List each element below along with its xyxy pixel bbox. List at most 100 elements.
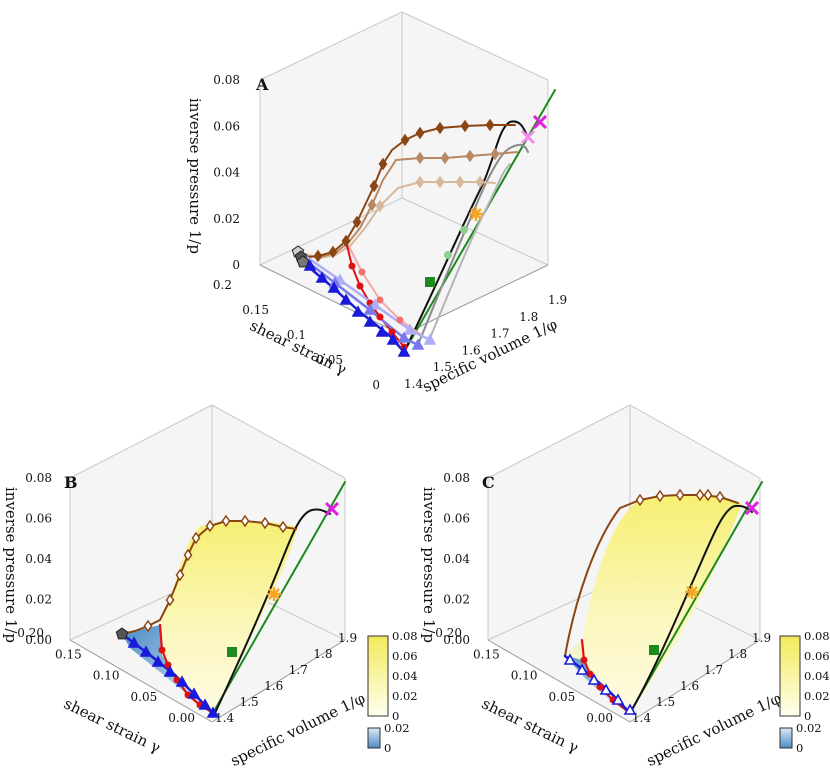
pentagon-marker [115,627,129,640]
brown-lighter-diamond-marker [415,175,425,189]
brown-lighter-diamond-marker [435,175,445,189]
panel-c-x-ticks: 1.4 1.5 1.6 1.7 1.8 1.9 [632,631,771,725]
colorbar-tick-label: 0 [392,709,399,723]
colorbar-tick-label: 0.06 [392,649,418,663]
y-tick-label: 0.05 [131,690,158,704]
y-tick-label: 0.15 [473,647,500,661]
colorbar-yellow [367,635,389,717]
y-tick-label: 0.05 [549,690,576,704]
panel-a-z-ticks: 0 0.02 0.04 0.06 0.08 [213,73,240,272]
brown-light-diamond-marker [465,149,475,163]
colorbar-tick-label: 0.04 [804,669,830,683]
y-tick-label: 0.00 [586,711,613,725]
panel-a-box [259,11,549,336]
brown-diamond-marker [328,245,338,259]
y-tick-label: 0 [372,378,380,392]
x-tick-label: 1.6 [264,679,283,693]
blue-triangle-marker [363,315,377,327]
brown-diamond-marker [485,118,495,132]
colorbar-tick-label: 0.04 [392,669,418,683]
brown-open-diamond-marker [260,516,270,530]
red-circle-marker [376,313,384,321]
colorbar-tick-label: 0.08 [392,629,418,643]
brown-light-diamond-marker [415,151,425,165]
x-tick-label: 1.8 [728,647,747,661]
red-circle-marker [356,282,364,290]
blue-lighter-triangle-marker [423,333,437,345]
brown-open-diamond-marker [675,488,685,502]
panel-a: A 00.020.040.060.08 00.050.10.150.2 1.41… [186,11,567,396]
brown-diamond-marker [369,179,379,193]
red-light-circle-marker [358,268,366,276]
x-tick-label: 1.4 [632,711,651,725]
magenta-light-cross-marker [520,129,536,145]
y-tick-label: 0.20 [17,626,44,640]
colorbar-tick-label: 0.02 [384,721,410,735]
panel-c: C 0.000.020.040.060.08 0.000.050.100.150… [420,404,830,770]
blue-triangle-marker [139,645,153,657]
z-tick-label: 0.04 [443,552,470,566]
x-tick-label: 1.4 [215,711,234,725]
orange-star-marker [267,587,281,601]
x-tick-label: 1.8 [313,647,332,661]
y-tick-label: 0.2 [213,278,232,292]
z-tick-label: 0.08 [443,471,470,485]
brown-diamond-marker [313,249,323,263]
x-tick-label: 1.9 [752,631,771,645]
y-tick-label: 0.20 [435,626,462,640]
brown-path [564,494,739,657]
blue-lighter-triangle-marker [368,298,382,310]
magenta-cross-marker [532,114,548,130]
blue-triangle-marker [315,271,329,283]
z-tick-label: 0.02 [443,593,470,607]
brown-open-diamond-marker [205,519,215,533]
x-tick-label: 1.4 [404,377,423,391]
blue-open-triangle-marker [563,653,577,665]
z-tick-label: 0.04 [25,552,52,566]
magenta-cross-marker [324,501,340,517]
y-tick-label: 0.10 [511,669,538,683]
red-light-circle-marker [396,316,404,324]
blue-open-triangle-marker [623,703,637,715]
brown-diamond-marker [460,119,470,133]
blue-light-triangle-marker [397,331,411,343]
brown-open-diamond-marker [183,548,193,562]
brown-open-diamond-marker [221,514,231,528]
panel-b-markers [115,501,340,718]
blue-lighter-triangle-marker [403,323,417,335]
yellow-surface [565,496,742,713]
panel-b-label: B [64,473,78,492]
panel-a-x-ticks: 1.4 1.5 1.6 1.7 1.8 1.9 [404,293,567,391]
panel-b: B 0.000.020.040.060.08 0.000.050.100.150… [2,404,418,770]
panel-b-z-label: inverse pressure 1/p [2,487,20,643]
y-tick-label: 0.15 [242,303,269,317]
colorbar-tick-label: 0.08 [804,629,830,643]
red-circle-marker [596,683,604,691]
panel-a-markers [291,114,548,357]
panel-c-z-ticks: 0.00 0.02 0.04 0.06 0.08 [443,471,470,647]
brown-lighter-diamond-marker [455,175,465,189]
z-tick-label: 0.00 [443,633,470,647]
red-circle-marker [580,656,588,664]
colorbar-blue [367,727,381,749]
blue-triangle-marker [386,333,400,345]
blue-open-triangle-marker [611,693,625,705]
red-circle-marker [158,646,166,654]
brown-open-diamond-marker [143,619,153,633]
pentagon-marker [296,255,310,268]
panel-b-y-ticks: 0.00 0.05 0.10 0.15 0.20 [17,626,195,725]
colorbar-tick-label: 0.06 [804,649,830,663]
colorbar-tick-label: 0 [796,741,803,755]
brown-light-diamond-marker [367,198,377,212]
colorbar-tick-label: 0.02 [804,689,830,703]
colorbar-tick-label: 0 [384,741,391,755]
brown-diamond-marker [400,133,410,147]
orange-star-marker [685,585,699,599]
green-square-marker [425,277,435,287]
brown-lighter-diamond-marker [475,175,485,189]
black-curve [403,120,529,353]
brown-open-diamond-marker [695,488,705,502]
blue-triangle-marker [351,305,365,317]
panel-a-label: A [255,75,269,94]
